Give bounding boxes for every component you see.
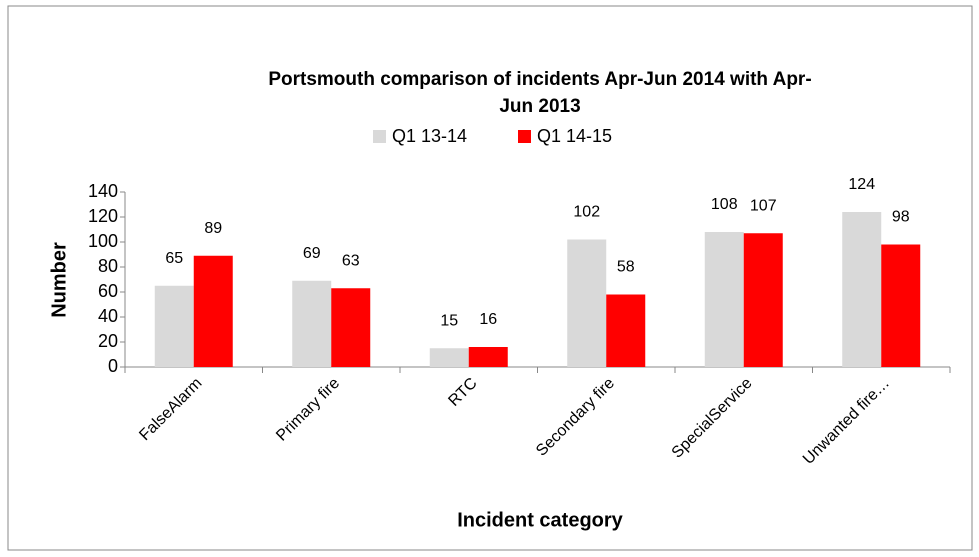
x-axis-title: Incident category bbox=[457, 509, 623, 531]
bar bbox=[743, 233, 783, 367]
y-tick-label: 0 bbox=[108, 356, 118, 376]
bar bbox=[292, 280, 332, 367]
legend-swatch bbox=[518, 130, 531, 143]
bar bbox=[193, 255, 233, 367]
bar bbox=[704, 232, 744, 367]
y-tick-label: 100 bbox=[88, 231, 118, 251]
bar bbox=[842, 212, 882, 367]
bar bbox=[154, 285, 194, 367]
data-label: 98 bbox=[892, 209, 910, 226]
bar bbox=[881, 244, 921, 367]
data-label: 63 bbox=[342, 252, 360, 269]
y-tick-label: 40 bbox=[98, 306, 118, 326]
data-label: 107 bbox=[750, 197, 777, 214]
y-axis-title: Number bbox=[48, 242, 70, 318]
data-label: 16 bbox=[479, 311, 497, 328]
data-label: 102 bbox=[573, 204, 600, 221]
legend-label: Q1 13-14 bbox=[392, 126, 467, 146]
bar bbox=[468, 347, 508, 367]
data-label: 69 bbox=[303, 245, 321, 262]
legend-label: Q1 14-15 bbox=[537, 126, 612, 146]
data-label: 65 bbox=[165, 250, 183, 267]
data-label: 58 bbox=[617, 259, 635, 276]
chart-title: Jun 2013 bbox=[499, 96, 580, 117]
y-tick-label: 60 bbox=[98, 281, 118, 301]
legend-swatch bbox=[373, 130, 386, 143]
bar bbox=[567, 239, 607, 367]
y-tick-label: 120 bbox=[88, 206, 118, 226]
data-label: 124 bbox=[848, 176, 875, 193]
bar bbox=[331, 288, 371, 367]
y-tick-label: 140 bbox=[88, 181, 118, 201]
y-tick-label: 20 bbox=[98, 331, 118, 351]
data-label: 89 bbox=[204, 220, 222, 237]
chart-title: Portsmouth comparison of incidents Apr-J… bbox=[268, 69, 811, 90]
bar bbox=[606, 294, 646, 367]
bar bbox=[429, 348, 469, 367]
y-tick-label: 80 bbox=[98, 256, 118, 276]
data-label: 108 bbox=[711, 196, 738, 213]
chart-border bbox=[7, 5, 973, 551]
data-label: 15 bbox=[440, 312, 458, 329]
